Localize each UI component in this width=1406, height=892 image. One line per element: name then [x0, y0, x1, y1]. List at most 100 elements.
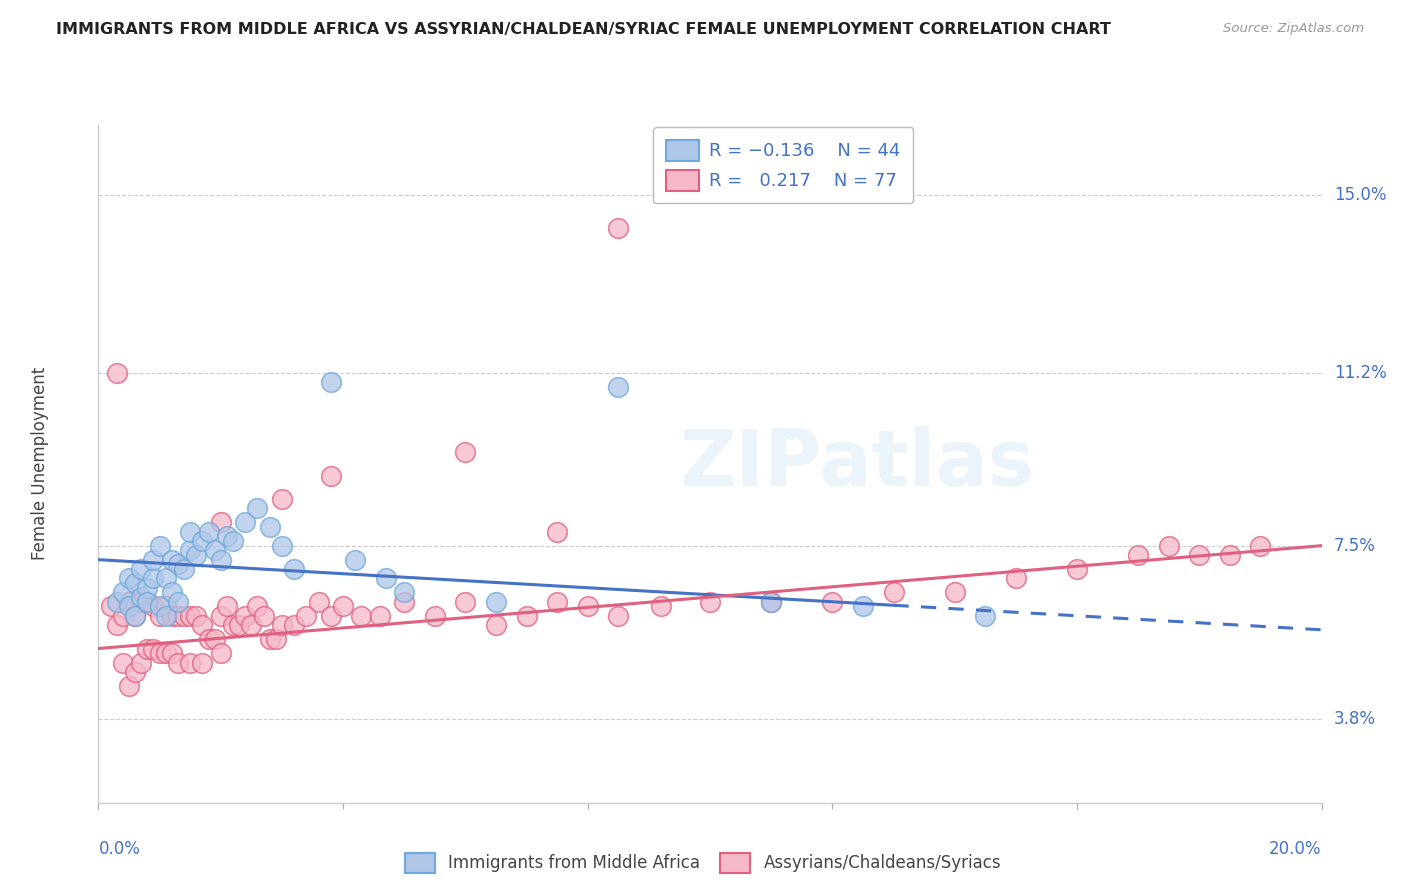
Point	[155, 608, 177, 623]
Legend: R = −0.136    N = 44, R =   0.217    N = 77: R = −0.136 N = 44, R = 0.217 N = 77	[654, 128, 914, 203]
Point	[246, 501, 269, 516]
Point	[485, 595, 508, 609]
Point	[136, 581, 159, 595]
Point	[1066, 562, 1088, 576]
Point	[368, 608, 391, 623]
Point	[943, 585, 966, 599]
Point	[179, 608, 201, 623]
Point	[142, 599, 165, 614]
Point	[295, 608, 318, 623]
Point	[246, 599, 269, 614]
Point	[142, 641, 165, 656]
Point	[1188, 548, 1211, 562]
Point	[1004, 571, 1026, 585]
Point	[149, 646, 172, 660]
Point	[228, 618, 250, 632]
Point	[124, 576, 146, 591]
Point	[607, 608, 630, 623]
Point	[270, 539, 292, 553]
Point	[118, 595, 141, 609]
Text: Source: ZipAtlas.com: Source: ZipAtlas.com	[1223, 22, 1364, 36]
Point	[105, 618, 128, 632]
Point	[204, 632, 226, 647]
Point	[209, 608, 232, 623]
Point	[344, 552, 367, 566]
Point	[699, 595, 721, 609]
Text: 15.0%: 15.0%	[1334, 186, 1386, 204]
Point	[883, 585, 905, 599]
Point	[136, 595, 159, 609]
Point	[222, 618, 245, 632]
Point	[136, 595, 159, 609]
Point	[650, 599, 672, 614]
Point	[350, 608, 373, 623]
Point	[124, 665, 146, 679]
Point	[240, 618, 263, 632]
Point	[215, 599, 238, 614]
Point	[160, 552, 183, 566]
Point	[607, 220, 630, 235]
Text: 11.2%: 11.2%	[1334, 364, 1386, 382]
Point	[179, 524, 201, 539]
Point	[546, 524, 568, 539]
Point	[191, 618, 214, 632]
Point	[1249, 539, 1271, 553]
Text: 7.5%: 7.5%	[1334, 537, 1375, 555]
Point	[167, 656, 190, 670]
Point	[319, 468, 342, 483]
Point	[105, 595, 128, 609]
Point	[191, 533, 214, 548]
Point	[136, 641, 159, 656]
Point	[259, 520, 281, 534]
Point	[129, 562, 152, 576]
Point	[155, 571, 177, 585]
Point	[129, 590, 152, 604]
Point	[233, 608, 256, 623]
Point	[149, 599, 172, 614]
Point	[821, 595, 844, 609]
Point	[576, 599, 599, 614]
Point	[105, 366, 128, 380]
Point	[191, 656, 214, 670]
Point	[852, 599, 875, 614]
Point	[186, 548, 208, 562]
Point	[197, 632, 219, 647]
Text: 0.0%: 0.0%	[98, 840, 141, 858]
Text: 20.0%: 20.0%	[1270, 840, 1322, 858]
Point	[124, 608, 146, 623]
Point	[607, 380, 630, 394]
Point	[759, 595, 782, 609]
Point	[160, 646, 183, 660]
Point	[209, 646, 232, 660]
Point	[319, 375, 342, 389]
Point	[308, 595, 330, 609]
Point	[264, 632, 287, 647]
Point	[129, 656, 152, 670]
Point	[546, 595, 568, 609]
Point	[974, 608, 997, 623]
Point	[270, 491, 292, 506]
Point	[179, 543, 201, 558]
Point	[167, 558, 190, 572]
Point	[319, 608, 342, 623]
Point	[124, 608, 146, 623]
Point	[215, 529, 238, 543]
Point	[204, 543, 226, 558]
Point	[155, 599, 177, 614]
Point	[111, 585, 134, 599]
Point	[111, 608, 134, 623]
Point	[142, 571, 165, 585]
Point	[111, 656, 134, 670]
Point	[100, 599, 122, 614]
Point	[209, 552, 232, 566]
Legend: Immigrants from Middle Africa, Assyrians/Chaldeans/Syriacs: Immigrants from Middle Africa, Assyrians…	[398, 847, 1008, 880]
Text: IMMIGRANTS FROM MIDDLE AFRICA VS ASSYRIAN/CHALDEAN/SYRIAC FEMALE UNEMPLOYMENT CO: IMMIGRANTS FROM MIDDLE AFRICA VS ASSYRIA…	[56, 22, 1111, 37]
Point	[118, 679, 141, 693]
Point	[118, 571, 141, 585]
Point	[332, 599, 354, 614]
Point	[283, 562, 305, 576]
Point	[149, 608, 172, 623]
Text: 3.8%: 3.8%	[1334, 710, 1376, 728]
Point	[149, 539, 172, 553]
Point	[1219, 548, 1241, 562]
